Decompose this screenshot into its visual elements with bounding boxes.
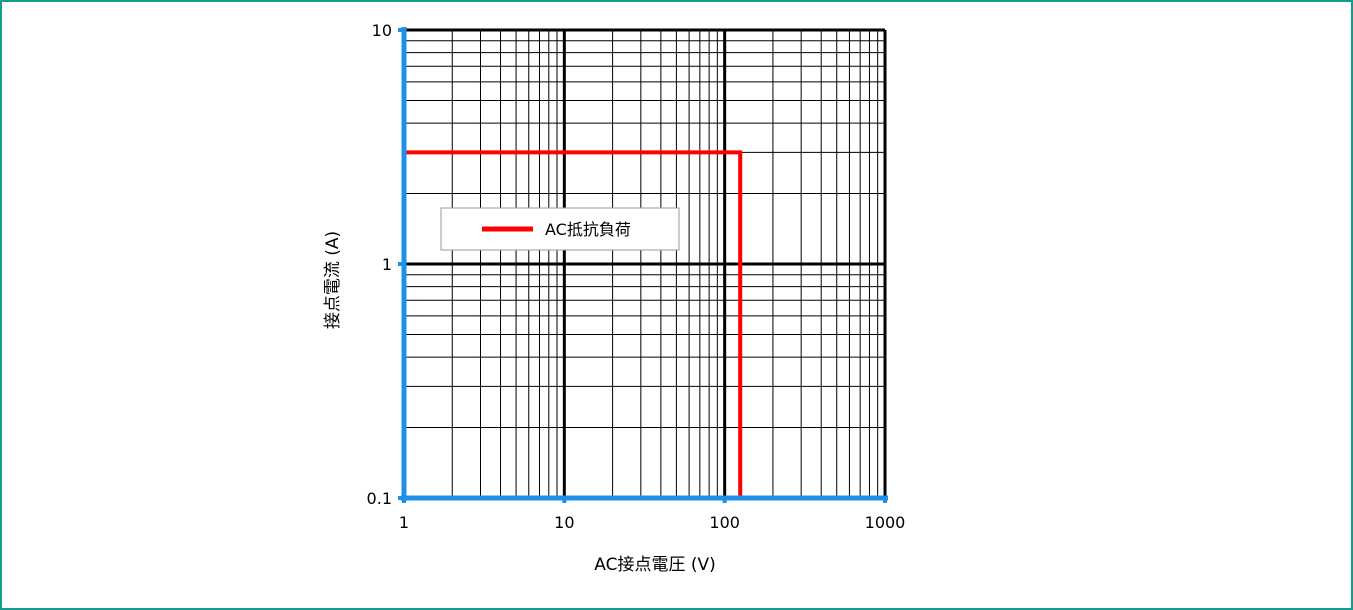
tick-labels: 1 10 100 1000 0.1 1 10 — [367, 21, 906, 532]
y-tick-label: 1 — [382, 255, 392, 274]
y-tick-label: 0.1 — [367, 489, 392, 508]
x-tick-label: 1 — [399, 513, 409, 532]
x-tick-label: 1000 — [865, 513, 906, 532]
legend-label: AC抵抗負荷 — [545, 220, 631, 239]
x-tick-label: 10 — [554, 513, 574, 532]
y-axis-title: 接点電流 (A) — [323, 231, 343, 329]
series-line-0 — [404, 152, 740, 498]
x-tick-label: 100 — [709, 513, 740, 532]
series-layer — [404, 152, 740, 498]
x-axis-title: AC接点電圧 (V) — [594, 555, 716, 575]
legend: AC抵抗負荷 — [441, 208, 679, 250]
y-tick-label: 10 — [372, 21, 392, 40]
